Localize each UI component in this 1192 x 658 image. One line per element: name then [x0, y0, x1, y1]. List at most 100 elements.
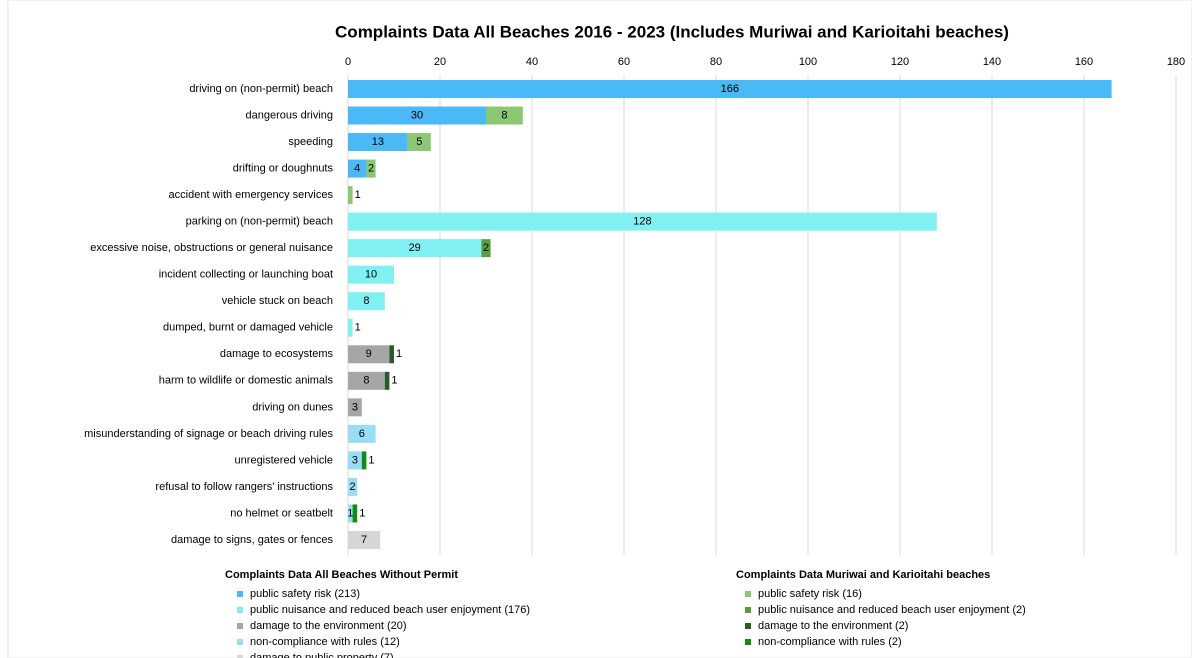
bar-segment [366, 159, 376, 178]
category-label: damage to signs, gates or fences [171, 534, 334, 546]
x-tick-label: 180 [1167, 56, 1185, 68]
category-label: harm to wildlife or domestic animals [159, 375, 334, 387]
category-label: parking on (non-permit) beach [186, 216, 333, 228]
value-label: 10 [365, 269, 377, 281]
legend-swatch [745, 591, 751, 597]
value-label: 7 [361, 534, 367, 546]
legend-swatch [237, 655, 243, 658]
bar-segment [348, 239, 482, 258]
value-label: 1 [355, 189, 361, 201]
legend-swatch [745, 623, 751, 629]
value-label: 1 [396, 348, 402, 360]
value-label: 9 [366, 348, 372, 360]
bar-segment [481, 239, 491, 258]
legend-swatch [237, 623, 243, 629]
legend-label: public safety risk (213) [250, 588, 360, 600]
category-label: driving on dunes [252, 401, 333, 413]
value-label: 3 [352, 454, 358, 466]
legend-label: damage to public property (7) [250, 652, 394, 658]
value-label: 166 [721, 83, 739, 95]
value-label: 1 [347, 507, 353, 519]
category-label: damage to ecosystems [220, 348, 334, 360]
value-label: 1 [355, 322, 361, 334]
bar-segment [348, 398, 362, 417]
bar-segment [352, 504, 358, 523]
category-label: speeding [288, 136, 333, 148]
x-tick-label: 20 [434, 56, 446, 68]
x-tick-label: 100 [799, 56, 817, 68]
value-label: 6 [359, 428, 365, 440]
category-label: dangerous driving [246, 109, 333, 121]
bar-segment [348, 186, 353, 205]
legend-swatch [237, 607, 243, 613]
value-label: 13 [372, 136, 384, 148]
value-label: 4 [354, 162, 360, 174]
bar-segment [486, 106, 523, 125]
bar-segment [348, 504, 353, 523]
value-label: 1 [359, 507, 365, 519]
value-label: 2 [350, 481, 356, 493]
bar-segment [389, 345, 394, 364]
value-label: 1 [368, 454, 374, 466]
value-label: 1 [391, 375, 397, 387]
value-label: 2 [368, 162, 374, 174]
bar-segment [348, 345, 390, 364]
value-label: 8 [363, 375, 369, 387]
x-tick-label: 120 [891, 56, 909, 68]
bar-segment [348, 133, 408, 152]
bar-segment [348, 371, 385, 390]
legend-swatch [745, 639, 751, 645]
value-label: 3 [352, 401, 358, 413]
category-label: refusal to follow rangers' instructions [155, 481, 333, 493]
category-label: incident collecting or launching boat [159, 269, 333, 281]
category-label: driving on (non-permit) beach [189, 83, 333, 95]
legend-label: non-compliance with rules (12) [250, 636, 400, 648]
chart-title: Complaints Data All Beaches 2016 - 2023 … [335, 22, 1009, 41]
x-tick-label: 160 [1075, 56, 1093, 68]
bar-segment [384, 371, 390, 390]
x-tick-label: 80 [710, 56, 722, 68]
legend-label: damage to the environment (20) [250, 620, 407, 632]
category-label: accident with emergency services [169, 189, 334, 201]
category-label: unregistered vehicle [235, 454, 333, 466]
bar-segment [348, 106, 486, 125]
legend-label: public nuisance and reduced beach user e… [250, 604, 530, 616]
bar-segment [348, 212, 937, 231]
legend-title: Complaints Data All Beaches Without Perm… [225, 569, 458, 581]
legend-swatch [237, 639, 243, 645]
category-label: drifting or doughnuts [233, 162, 334, 174]
chart-frame [7, 0, 1192, 658]
category-label: excessive noise, obstructions or general… [90, 242, 333, 254]
bar-segment [361, 451, 367, 470]
x-tick-label: 0 [345, 56, 351, 68]
value-label: 5 [416, 136, 422, 148]
bar-segment [348, 451, 362, 470]
value-label: 30 [411, 109, 423, 121]
value-label: 2 [483, 242, 489, 254]
legend-label: damage to the environment (2) [758, 620, 908, 632]
value-label: 8 [363, 295, 369, 307]
legend-title: Complaints Data Muriwai and Karioitahi b… [736, 569, 990, 581]
value-label: 29 [409, 242, 421, 254]
bar-segment [348, 424, 376, 443]
x-tick-label: 40 [526, 56, 538, 68]
x-tick-label: 140 [983, 56, 1001, 68]
bar-segment [348, 159, 367, 178]
category-label: dumped, burnt or damaged vehicle [163, 322, 333, 334]
bar-segment [348, 531, 381, 549]
legend-label: public nuisance and reduced beach user e… [758, 604, 1026, 616]
bar-segment [348, 292, 385, 311]
bar-segment [348, 318, 353, 337]
legend-swatch [745, 607, 751, 613]
bar-segment [348, 477, 358, 496]
category-label: vehicle stuck on beach [222, 295, 333, 307]
bar-segment [407, 133, 431, 152]
legend-label: public safety risk (16) [758, 588, 862, 600]
bar-segment [348, 80, 1112, 98]
category-label: no helmet or seatbelt [230, 507, 333, 519]
category-label: misunderstanding of signage or beach dri… [84, 428, 333, 440]
value-label: 8 [501, 109, 507, 121]
value-label: 128 [633, 216, 651, 228]
